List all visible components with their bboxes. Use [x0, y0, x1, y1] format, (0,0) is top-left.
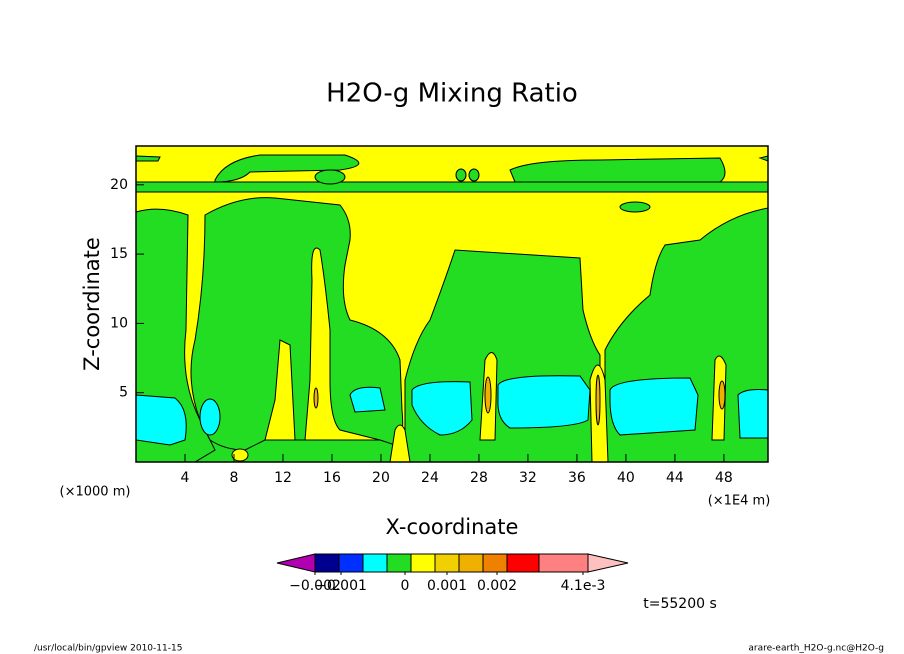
contour-region [737, 389, 769, 439]
colorbar-cell [538, 553, 589, 573]
y-tick-label: 5 [119, 385, 128, 401]
colorbar-cell [386, 553, 412, 573]
contour-region [509, 157, 726, 183]
colorbar-triangle [276, 553, 316, 573]
x-tick-label: 48 [715, 470, 733, 486]
y-axis-label: Z-coordinate [80, 237, 104, 371]
x-tick-label: 32 [519, 470, 537, 486]
x-tick-label: 40 [617, 470, 635, 486]
colorbar-cell [314, 553, 340, 573]
x-tick-label: 28 [470, 470, 488, 486]
x-tick-label: 24 [421, 470, 439, 486]
x-axis-label: X-coordinate [386, 515, 519, 539]
time-label: t=55200 s [643, 596, 717, 612]
colorbar-tick-label: −0.002 [289, 578, 341, 594]
colorbar-tick-label: 4.1e-3 [561, 578, 606, 594]
contour-region [135, 394, 187, 446]
contour-region [231, 448, 249, 462]
footer-right: arare-earth_H2O-g.nc@H2O-g [748, 644, 884, 654]
colorbar-cell [410, 553, 436, 573]
colorbar-cell [362, 553, 388, 573]
contour-region [190, 197, 404, 451]
contour-region [411, 381, 473, 436]
x-tick-label: 44 [666, 470, 684, 486]
contour-region [718, 380, 726, 410]
x-tick-label: 20 [372, 470, 390, 486]
colorbar-cell [338, 553, 364, 573]
colorbar-cell [506, 553, 540, 573]
y-tick-label: 10 [110, 315, 128, 331]
x-tick-label: 4 [181, 470, 190, 486]
contour-region [214, 154, 360, 183]
x-tick-label: 16 [323, 470, 341, 486]
contour-region [349, 386, 386, 413]
contour-region [484, 376, 492, 414]
contour-region [619, 201, 651, 213]
colorbar-cell [458, 553, 484, 573]
contour-region [468, 168, 480, 182]
contour-region [609, 377, 699, 436]
contour-region [135, 181, 769, 193]
footer-left: /usr/local/bin/gpview 2010-11-15 [34, 644, 182, 654]
contour-region [497, 375, 591, 429]
colorbar-cell [482, 553, 508, 573]
plot-frame [135, 145, 769, 463]
y-tick-label: 20 [110, 177, 128, 193]
x-tick-label: 12 [274, 470, 292, 486]
contour-region [199, 398, 221, 436]
colorbar-tick-label: 0 [401, 578, 410, 594]
x-tick-label: 8 [230, 470, 239, 486]
contour-region [455, 168, 467, 182]
contour-region [314, 169, 346, 185]
y-tick-label: 15 [110, 246, 128, 262]
colorbar-tick-label: −0.001 [315, 578, 367, 594]
colorbar-triangle [587, 553, 629, 573]
contour-region [313, 387, 319, 409]
contour-region [595, 374, 601, 426]
x-unit-right: (×1E4 m) [708, 494, 771, 509]
x-tick-label: 36 [568, 470, 586, 486]
contour-region [389, 424, 411, 463]
contour-field [135, 146, 769, 463]
colorbar-tick-label: 0.001 [427, 578, 467, 594]
x-unit-left: (×1000 m) [60, 485, 131, 500]
chart-title: H2O-g Mixing Ratio [326, 79, 578, 109]
colorbar-cell [434, 553, 460, 573]
colorbar-tick-label: 0.002 [477, 578, 517, 594]
